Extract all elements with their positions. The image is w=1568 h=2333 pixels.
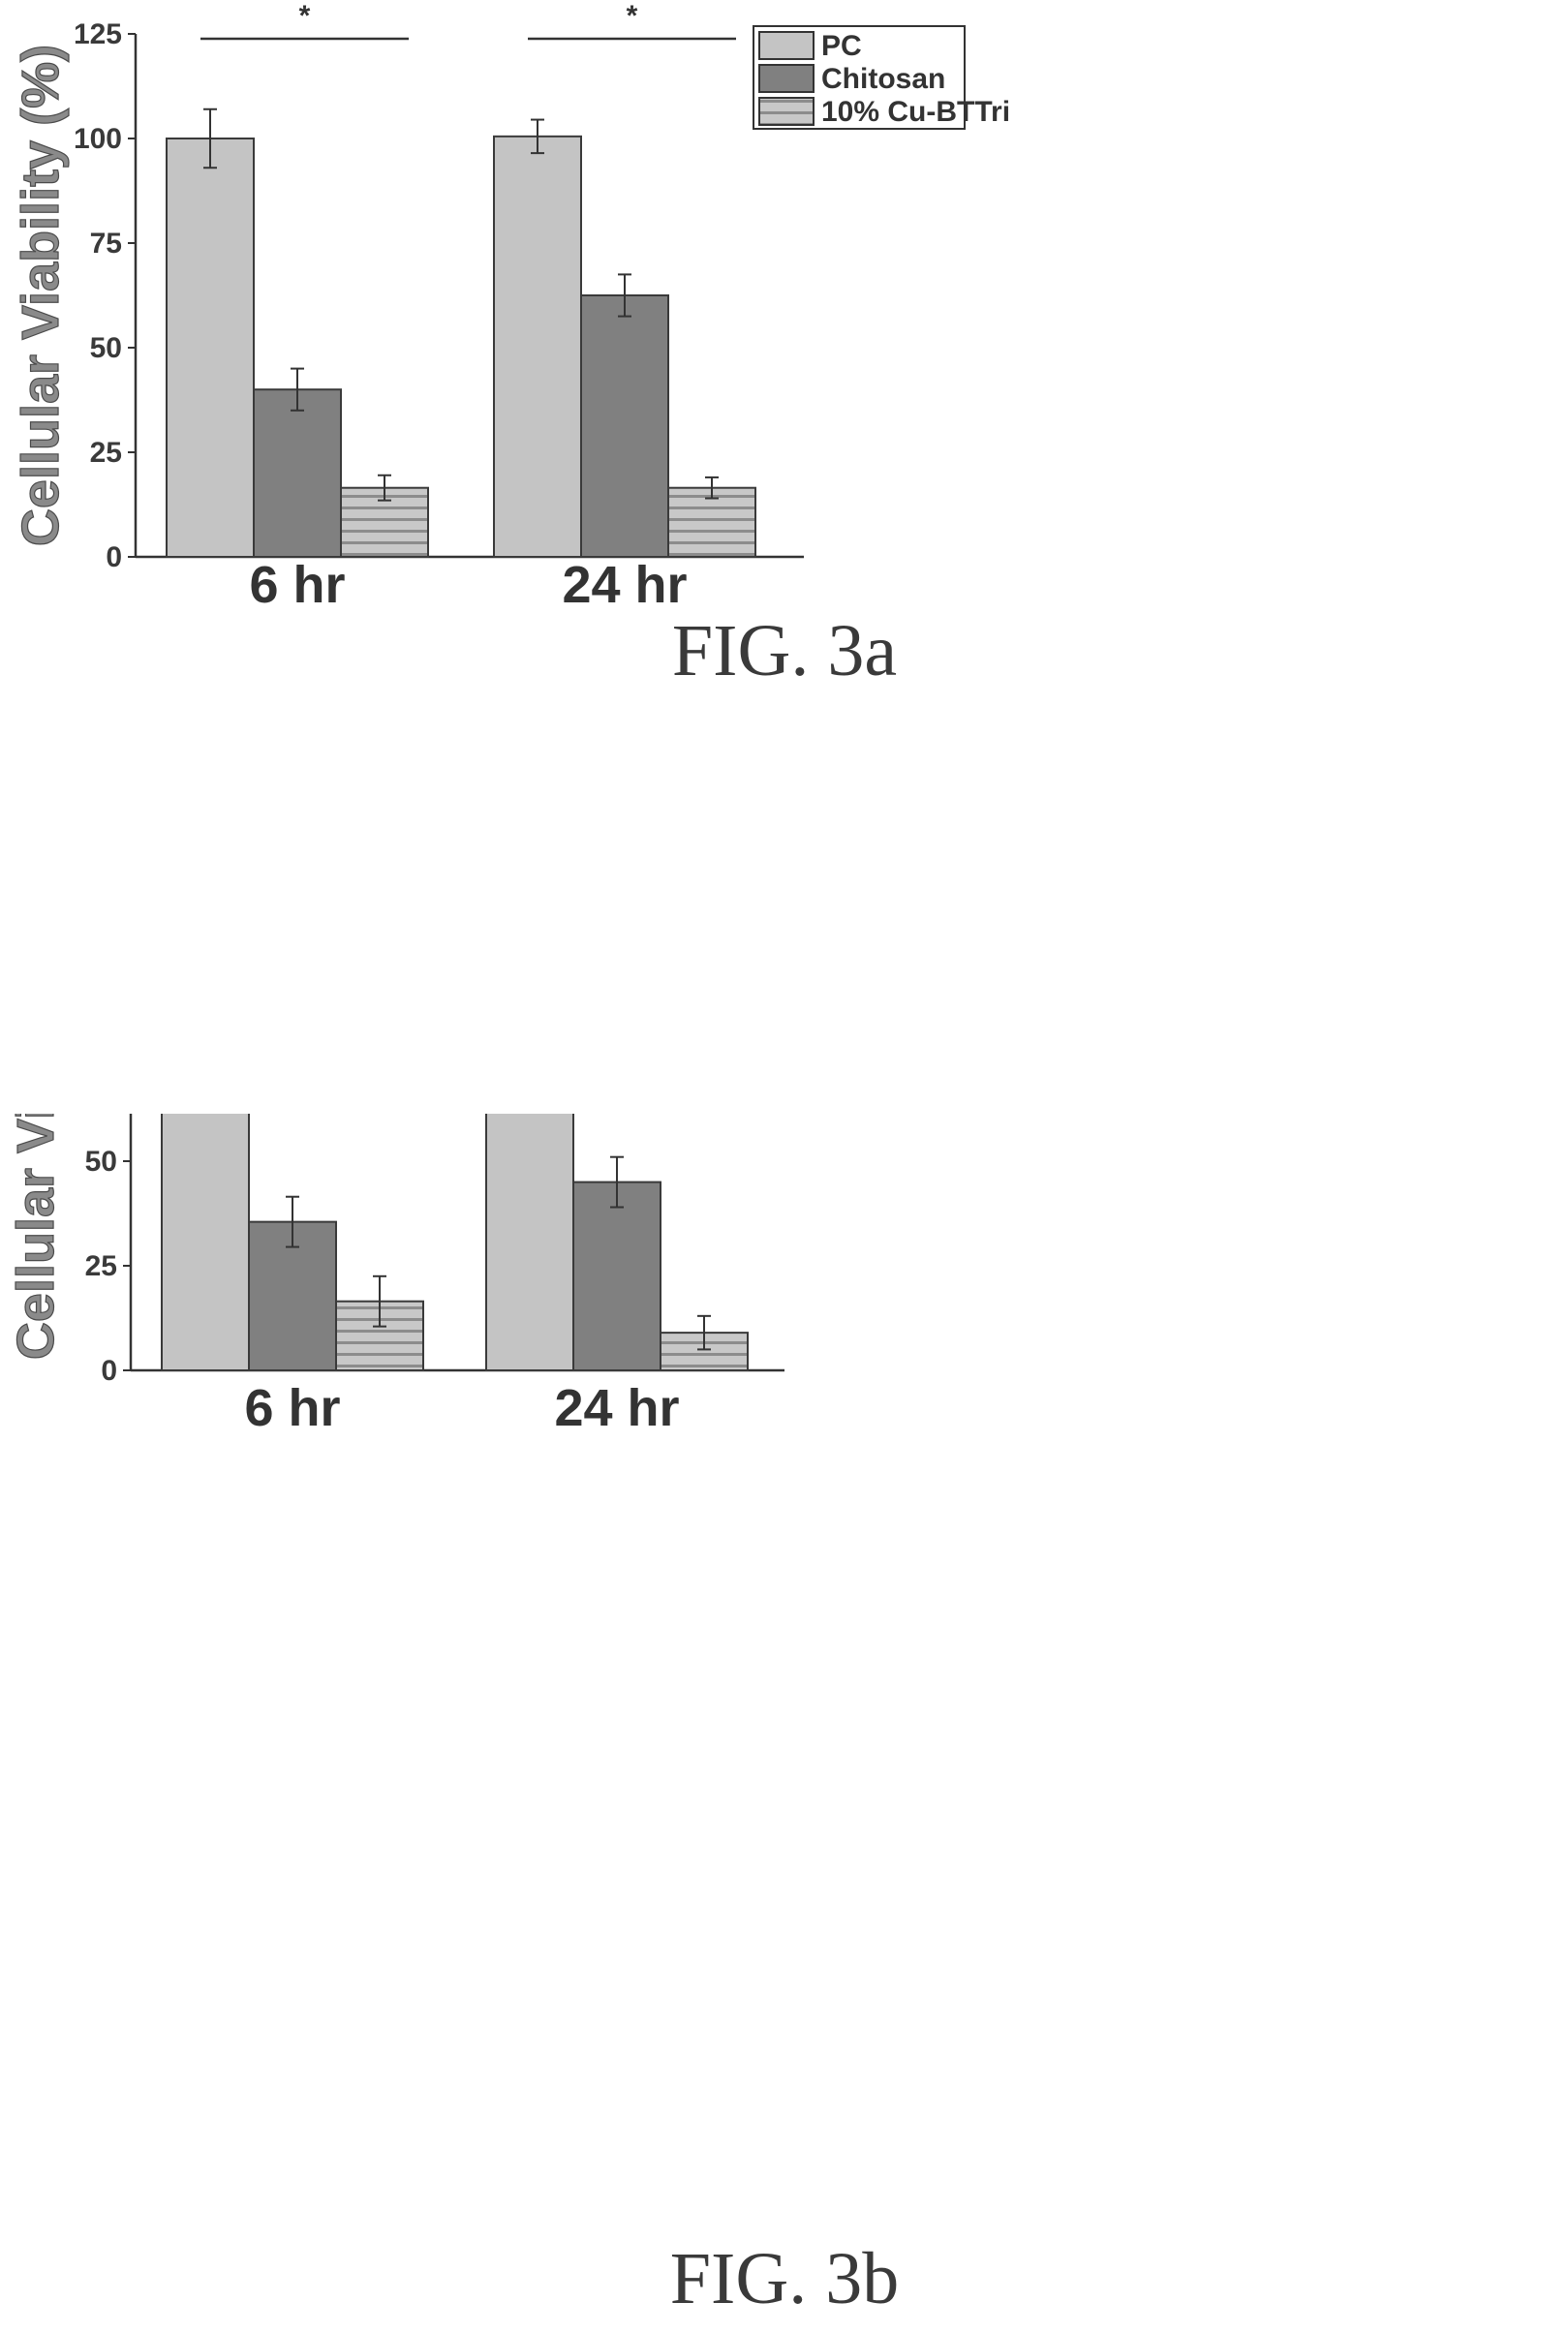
legend-label: Chitosan	[821, 63, 945, 95]
bar-10-cu-bttri-1	[667, 486, 756, 558]
y-tick-label: 75	[90, 228, 122, 260]
y-tick-label: 50	[90, 332, 122, 364]
y-tick-label: 50	[85, 1146, 117, 1178]
y-tick-label: 25	[90, 437, 122, 469]
legend-label: PC	[821, 30, 862, 62]
figure-caption: FIG. 3b	[670, 2238, 899, 2319]
bar-chitosan-1	[572, 1181, 661, 1371]
bar-pc-0	[166, 138, 255, 558]
significance-star: *	[299, 0, 311, 32]
x-category-label: 6 hr	[249, 556, 345, 614]
bar-10-cu-bttri-0	[340, 486, 429, 558]
significance-star: *	[627, 0, 638, 32]
y-tick-label: 0	[101, 1355, 117, 1387]
x-category-label: 6 hr	[244, 1379, 340, 1437]
bar-pc-0	[161, 1114, 250, 1371]
legend-swatch	[758, 31, 815, 60]
legend-label: 10% Cu-BTTri	[821, 96, 1010, 128]
legend-swatch	[758, 64, 815, 93]
figure-caption: FIG. 3a	[672, 610, 897, 691]
y-tick-label: 100	[74, 123, 122, 155]
y-axis-label: Cellular Viability (%)	[12, 45, 70, 546]
bar-pc-1	[485, 1114, 574, 1371]
x-category-label: 24 hr	[562, 556, 687, 614]
y-tick-label: 0	[106, 541, 122, 573]
y-tick-label: 25	[85, 1250, 117, 1282]
bar-pc-1	[493, 135, 582, 558]
y-axis-label: Cellular Viability (%)	[7, 1114, 65, 1360]
bar-chitosan-1	[580, 294, 669, 558]
legend-swatch	[758, 97, 815, 126]
bar-chitosan-0	[253, 388, 342, 559]
y-tick-label: 125	[74, 18, 122, 50]
x-category-label: 24 hr	[554, 1379, 679, 1437]
